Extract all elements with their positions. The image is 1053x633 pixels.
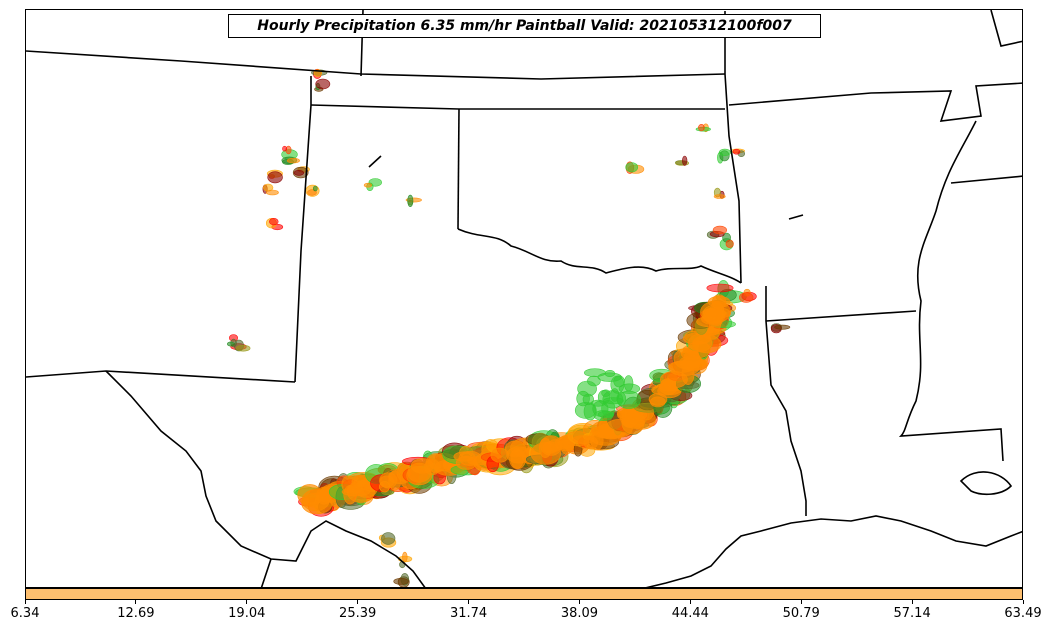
precip-blob xyxy=(601,389,611,397)
colorbar-tick xyxy=(468,600,470,604)
colorbar-tick-label: 57.14 xyxy=(893,606,931,621)
colorbar-tick xyxy=(578,600,580,604)
precip-blob xyxy=(393,578,409,585)
precip-blob xyxy=(692,334,722,354)
precip-blob xyxy=(583,436,598,450)
colorbar-tick xyxy=(246,600,248,604)
lake-texoma xyxy=(368,155,382,168)
precip-blob xyxy=(648,393,668,406)
colorbar-tick xyxy=(689,600,691,604)
precip-blob xyxy=(774,324,791,330)
precip-blob xyxy=(282,145,287,152)
precip-blob xyxy=(713,194,726,199)
precip-blob xyxy=(269,218,279,226)
red-river xyxy=(457,228,742,284)
precip-blob xyxy=(402,551,408,563)
colorbar-tick xyxy=(1022,600,1024,604)
panhandle-west xyxy=(294,76,312,383)
colorbar-tick xyxy=(24,600,26,604)
arkansas-louisiana-border xyxy=(765,310,917,322)
precip-blob xyxy=(590,399,606,407)
precip-blob xyxy=(538,437,552,458)
colorbar-tick xyxy=(911,600,913,604)
precip-blob xyxy=(379,472,398,489)
new-mexico-texas-border xyxy=(26,370,296,383)
mississippi-river xyxy=(898,120,1004,462)
oklahoma-north-border xyxy=(310,104,725,110)
colorbar-tick-label: 44.44 xyxy=(671,606,709,621)
colorbar-tick xyxy=(135,600,137,604)
precip-blob xyxy=(407,462,432,483)
precip-blob xyxy=(701,313,720,325)
missouri-arkansas-border xyxy=(728,82,1022,122)
colorbar-tick-label: 6.34 xyxy=(10,606,40,621)
colorbar-tick-label: 25.39 xyxy=(339,606,377,621)
precip-blob xyxy=(682,155,688,166)
missouri-east xyxy=(990,10,1022,47)
precip-blob xyxy=(698,123,705,132)
colorbar-tick xyxy=(800,600,802,604)
precip-blob xyxy=(587,375,601,387)
precip-blob xyxy=(297,484,323,506)
colorbar-tick-label: 63.49 xyxy=(1004,606,1042,621)
oklahoma-arkansas-border xyxy=(724,73,742,284)
arkansas-mississippi-upper xyxy=(950,175,1022,184)
precip-blob xyxy=(616,391,627,406)
colorbar-tick-label: 12.69 xyxy=(117,606,155,621)
precip-blob xyxy=(315,78,331,90)
precip-blob xyxy=(583,402,597,421)
precip-blob xyxy=(407,194,414,207)
precip-blob xyxy=(622,417,645,428)
colorbar-tick-label: 38.09 xyxy=(560,606,599,621)
precip-blob xyxy=(265,189,279,196)
precip-blob xyxy=(236,344,251,352)
map-canvas xyxy=(26,10,1022,587)
colorbar-tick xyxy=(357,600,359,604)
colorbar-tick-label: 31.74 xyxy=(449,606,488,621)
precip-blob xyxy=(490,447,510,463)
colorado-kansas-north-border xyxy=(26,50,726,80)
texas-louisiana-border xyxy=(765,286,807,516)
precip-blob xyxy=(597,410,615,418)
louisiana-marsh xyxy=(959,471,1013,496)
precip-blob xyxy=(681,363,695,385)
colorbar xyxy=(25,588,1023,600)
precipitation-paintball-layer xyxy=(227,68,791,587)
precip-blob xyxy=(712,225,728,235)
precip-blob xyxy=(732,148,741,155)
precip-blob xyxy=(625,162,639,173)
precip-blob xyxy=(623,375,634,392)
precip-blob xyxy=(718,148,731,157)
map-panel xyxy=(25,9,1023,588)
precip-blob xyxy=(584,368,606,378)
precip-blob xyxy=(711,294,727,310)
oklahoma-panhandle-east xyxy=(457,108,460,230)
precip-blob xyxy=(312,185,318,192)
colorbar-tick-label: 19.04 xyxy=(228,606,266,621)
texas-gulf-coast xyxy=(645,515,1022,587)
precip-blob xyxy=(341,487,371,497)
precip-blob xyxy=(453,451,476,462)
precip-blob xyxy=(293,169,305,176)
state-boundaries xyxy=(26,10,1022,587)
lake-kaw xyxy=(788,214,804,220)
map-title: Hourly Precipitation 6.35 mm/hr Paintbal… xyxy=(228,14,821,38)
precip-blob xyxy=(267,171,283,184)
precip-blob xyxy=(286,157,300,164)
colorbar-tick-label: 50.79 xyxy=(782,606,820,621)
precip-blob xyxy=(610,375,625,394)
precip-blob xyxy=(738,292,754,303)
precip-blob xyxy=(381,532,396,545)
precip-blob xyxy=(725,239,734,248)
precip-blob xyxy=(363,182,373,188)
precip-blob xyxy=(706,283,734,293)
precip-blob xyxy=(227,341,235,347)
mexico-border-south xyxy=(260,558,272,587)
